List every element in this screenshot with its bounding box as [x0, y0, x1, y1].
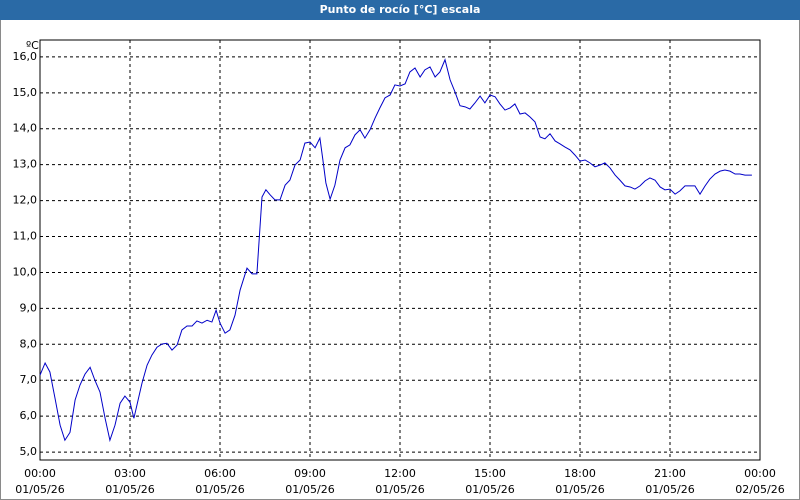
- x-tick-label: 00:00: [24, 467, 56, 480]
- y-tick-label: 5,0: [20, 445, 38, 458]
- y-tick-label: 13,0: [13, 158, 38, 171]
- x-tick-date: 01/05/26: [195, 483, 244, 496]
- data-line: [39, 58, 752, 443]
- y-tick-label: 10,0: [13, 265, 38, 278]
- x-tick-date: 01/05/26: [645, 483, 694, 496]
- y-tick-label: 11,0: [13, 230, 38, 243]
- y-unit: ºC: [26, 39, 39, 52]
- y-tick-label: 14,0: [13, 122, 38, 135]
- x-tick-label: 06:00: [204, 467, 236, 480]
- y-tick-label: 16,0: [13, 50, 38, 63]
- x-tick-label: 21:00: [654, 467, 686, 480]
- x-tick-label: 03:00: [114, 467, 146, 480]
- chart-title: Punto de rocío [°C] escala: [320, 3, 481, 16]
- y-tick-label: 7,0: [20, 373, 38, 386]
- x-tick-date: 01/05/26: [15, 483, 64, 496]
- y-tick-label: 12,0: [13, 194, 38, 207]
- y-tick-label: 9,0: [20, 301, 38, 314]
- x-tick-label: 15:00: [474, 467, 506, 480]
- x-tick-date: 01/05/26: [555, 483, 604, 496]
- x-tick-date: 02/05/26: [735, 483, 784, 496]
- y-tick-label: 6,0: [20, 409, 38, 422]
- y-tick-label: 15,0: [13, 86, 38, 99]
- x-tick-date: 01/05/26: [285, 483, 334, 496]
- x-tick-label: 00:00: [744, 467, 776, 480]
- x-tick-date: 01/05/26: [105, 483, 154, 496]
- y-tick-label: 8,0: [20, 337, 38, 350]
- x-tick-label: 18:00: [564, 467, 596, 480]
- x-tick-date: 01/05/26: [375, 483, 424, 496]
- x-tick-label: 09:00: [294, 467, 326, 480]
- title-bar: [0, 0, 800, 20]
- x-tick-date: 01/05/26: [465, 483, 514, 496]
- x-tick-label: 12:00: [384, 467, 416, 480]
